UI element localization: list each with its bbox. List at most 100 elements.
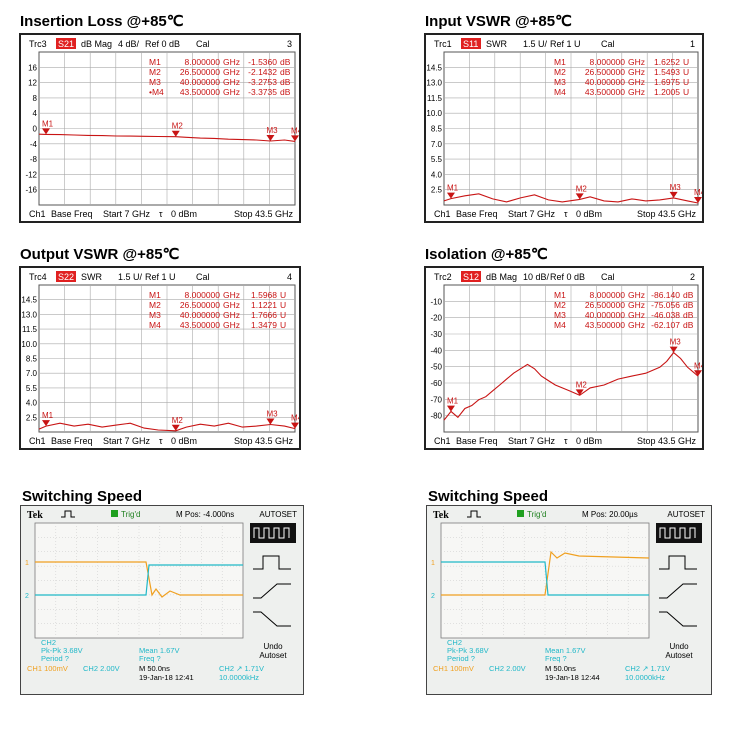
marker-row: M4 43.500000 GHz 1.2005 U xyxy=(554,87,689,97)
param-label: S12 xyxy=(463,272,479,282)
param-tag xyxy=(56,271,76,282)
y-tick-label: -40 xyxy=(430,346,442,355)
y-tick-label: -16 xyxy=(25,186,37,195)
isolation-chart: Trc2 S12 dB Mag 10 dB/Ref 0 dB Cal 2 -10 -20 -30… xyxy=(424,266,704,450)
marker-unit: GHz xyxy=(628,300,645,310)
marker-tag: M3 xyxy=(266,409,278,418)
footer-power: 0 dBm xyxy=(576,436,602,446)
y-tick-label: 2.5 xyxy=(26,413,38,422)
marker-vunit: dB xyxy=(683,290,694,300)
y-tick-label: -4 xyxy=(30,140,38,149)
y-tick-label: -30 xyxy=(430,330,442,339)
footer-channel: Ch1 xyxy=(434,209,451,219)
ch1-scale: CH1 100mV xyxy=(433,664,474,673)
trace-label: Trc1 xyxy=(434,39,452,49)
ch1-waveform xyxy=(441,550,650,596)
marker-tag: M4 xyxy=(291,414,299,423)
trig-led-icon xyxy=(517,510,524,517)
marker-freq: 8.000000 xyxy=(185,290,221,300)
panel-title: Switching Speed xyxy=(428,488,549,505)
marker-freq: 8.000000 xyxy=(590,57,626,67)
marker-unit: GHz xyxy=(628,77,645,87)
marker-triangle xyxy=(291,135,299,142)
falling-edge-icon xyxy=(659,611,697,627)
trigger-frequency: 10.0000kHz xyxy=(219,673,259,682)
footer-tau: τ xyxy=(159,436,163,446)
pulse-icon xyxy=(467,510,481,518)
marker-vunit: dB xyxy=(280,57,291,67)
marker-freq: 8.000000 xyxy=(185,57,221,67)
marker-unit: GHz xyxy=(628,320,645,330)
input-vswr-chart: Trc1 S11 SWR 1.5 U/Ref 1 U Cal 1 14.5 13.0 11.5 1… xyxy=(424,33,704,223)
marker-tag: M3 xyxy=(266,126,278,135)
y-tick-label: -10 xyxy=(430,297,442,306)
marker-triangle xyxy=(575,193,584,200)
marker-value: 1.5968 xyxy=(251,290,277,300)
marker-name: M3 xyxy=(554,77,566,87)
marker-unit: GHz xyxy=(223,67,240,77)
undo-autoset-label: Autoset xyxy=(259,651,287,660)
ch1-marker: 1 xyxy=(431,560,435,567)
marker-triangle xyxy=(42,420,51,427)
marker-row: M3 40.000000 GHz 1.7666 U xyxy=(149,310,286,320)
footer-start: Start 7 GHz xyxy=(103,436,151,446)
single-pulse-icon xyxy=(659,555,697,570)
meas-freq: Freq ? xyxy=(545,654,567,663)
trace-label: Trc4 xyxy=(29,272,47,282)
marker-value: -3.2753 xyxy=(248,77,277,87)
marker-vunit: U xyxy=(683,87,689,97)
marker-triangle xyxy=(694,196,702,203)
marker-name: M4 xyxy=(149,320,161,330)
y-tick-label: 11.5 xyxy=(22,325,38,334)
y-tick-label: 10.0 xyxy=(426,109,442,118)
meas-ch-label: CH2 xyxy=(447,638,462,647)
y-tick-label: 8.5 xyxy=(26,355,38,364)
y-tick-label: -70 xyxy=(430,395,442,404)
meas-pkpk: Pk-Pk 3.68V xyxy=(41,646,83,655)
marker-name: M4 xyxy=(554,87,566,97)
footer-start: Start 7 GHz xyxy=(103,209,151,219)
footer-base: Base Freq xyxy=(456,436,498,446)
marker-name: M2 xyxy=(554,300,566,310)
marker-freq: 26.500000 xyxy=(180,67,220,77)
y-tick-label: -60 xyxy=(430,379,442,388)
panel-title: Switching Speed xyxy=(22,488,143,505)
scale-label: 4 dB/ xyxy=(118,39,140,49)
marker-name: M2 xyxy=(149,300,161,310)
marker-vunit: U xyxy=(280,300,286,310)
marker-freq: 43.500000 xyxy=(585,87,625,97)
marker-tag: M4 xyxy=(694,188,702,197)
trace-number: 2 xyxy=(690,272,695,282)
marker-row: M3 40.000000 GHz 1.6975 U xyxy=(554,77,689,87)
marker-vunit: dB xyxy=(683,300,694,310)
marker-triangle xyxy=(266,418,275,425)
marker-tag: M4 xyxy=(291,126,299,135)
marker-freq: 26.500000 xyxy=(585,300,625,310)
rising-edge-icon xyxy=(659,583,697,599)
scope-brand: Tek xyxy=(27,510,43,521)
marker-freq: 26.500000 xyxy=(180,300,220,310)
param-tag xyxy=(461,38,481,49)
trace-label: Trc2 xyxy=(434,272,452,282)
footer-base: Base Freq xyxy=(51,436,93,446)
marker-value: -86.140 xyxy=(651,290,680,300)
y-tick-label: 13.0 xyxy=(21,310,37,319)
ch2-scale: CH2 2.00V xyxy=(489,664,526,673)
ch1-waveform xyxy=(35,561,243,598)
marker-unit: GHz xyxy=(628,290,645,300)
footer-base: Base Freq xyxy=(456,209,498,219)
marker-triangle xyxy=(446,192,455,199)
footer-channel: Ch1 xyxy=(434,436,451,446)
marker-name: •M4 xyxy=(149,87,164,97)
y-tick-label: 2.5 xyxy=(431,186,443,195)
y-tick-label: 13.0 xyxy=(426,79,442,88)
marker-row: M1 8.000000 GHz 1.6252 U xyxy=(554,57,689,67)
marker-unit: GHz xyxy=(223,77,240,87)
footer-tau: τ xyxy=(159,209,163,219)
panel-title: Isolation @+85℃ xyxy=(425,246,548,263)
meas-mean: Mean 1.67V xyxy=(545,646,585,655)
undo-label: Undo xyxy=(263,642,283,651)
square-wave-icon xyxy=(253,527,290,539)
marker-row: M4 43.500000 GHz -62.107 dB xyxy=(554,320,694,330)
marker-value: 1.7666 xyxy=(251,310,277,320)
